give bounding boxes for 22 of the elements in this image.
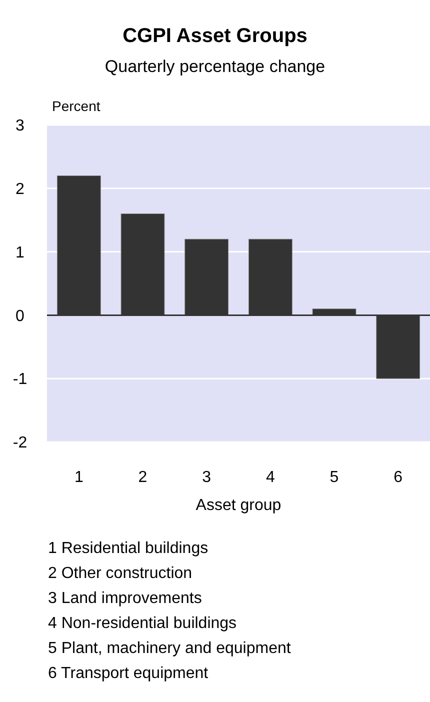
chart-title: CGPI Asset Groups [122, 25, 308, 47]
text: 6 Transport equipment [48, 665, 209, 682]
x-tick-label: 6 [394, 469, 403, 486]
text: 4 Non-residential buildings [48, 615, 237, 632]
text: 1 Residential buildings [48, 540, 208, 557]
y-tick-label: -2 [12, 434, 28, 452]
x-tick-label: 3 [202, 469, 212, 486]
y-axis-title: Percent [52, 98, 100, 114]
x-tick-label: 1 [74, 469, 84, 486]
y-tick-label: 2 [16, 181, 25, 198]
x-axis-title: Asset group [196, 497, 282, 514]
text: 5 Plant, machinery and equipment [48, 640, 292, 657]
x-tick-label: 4 [266, 469, 275, 486]
x-tick-label: 2 [138, 469, 148, 486]
y-tick-label: 0 [16, 308, 25, 325]
y-tick-label: 3 [16, 118, 25, 135]
y-tick-label: 1 [16, 244, 25, 262]
y-tick-label: -1 [12, 371, 28, 388]
text: 3 Land improvements [48, 590, 202, 607]
text: 2 Other construction [48, 565, 192, 582]
chart-subtitle: Quarterly percentage change [104, 57, 326, 76]
x-tick-label: 5 [330, 469, 339, 486]
